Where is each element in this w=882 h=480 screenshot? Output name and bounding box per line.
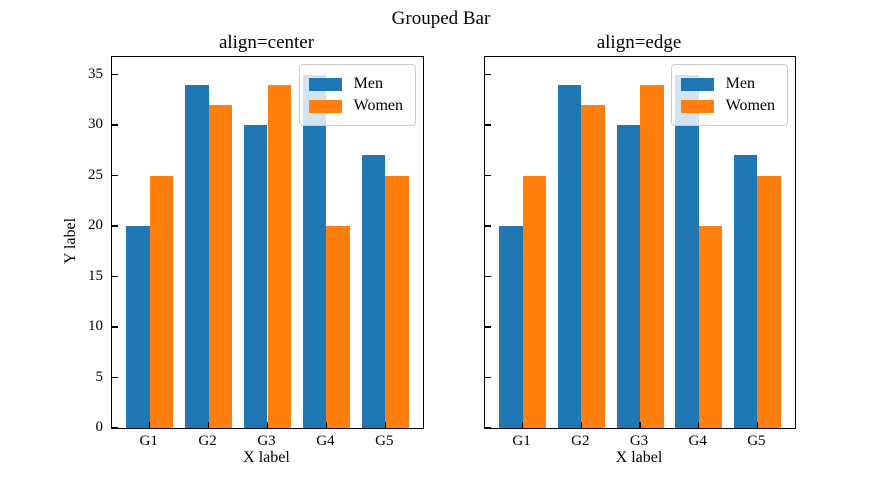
legend-swatch-men — [308, 77, 342, 91]
bar-women-g2-edge — [581, 105, 605, 428]
plot-area-align-edge: Men Women — [484, 56, 796, 429]
bar-women-g5-edge — [757, 175, 781, 428]
x-tick-mark — [325, 422, 328, 428]
x-tick-mark — [384, 422, 386, 428]
bar-men-g4-center — [302, 74, 327, 428]
bar-women-g3-center — [267, 84, 292, 428]
legend-label-men: Men — [353, 75, 383, 92]
bar-women-g2-center — [208, 105, 233, 428]
bar-men-g4-edge — [675, 74, 699, 428]
y-tick-label: 5 — [95, 368, 104, 385]
y-tick-label: 20 — [88, 217, 103, 234]
bar-women-g5-center — [385, 175, 409, 428]
bar-men-g1-center — [126, 226, 150, 428]
y-tick-mark — [112, 74, 118, 76]
x-tick-label: G3 — [629, 433, 649, 449]
legend: Men Women — [670, 64, 788, 126]
y-tick-mark — [112, 427, 118, 429]
bar-men-g3-center — [243, 125, 268, 428]
x-tick-mark — [756, 422, 759, 428]
y-tick-mark — [485, 275, 491, 278]
legend-swatch-women — [308, 99, 342, 113]
y-tick-mark — [485, 124, 491, 126]
x-tick-label: G2 — [198, 433, 217, 449]
y-tick-label: 0 — [95, 419, 104, 435]
bar-men-g1-edge — [499, 226, 523, 428]
legend-swatch-men — [680, 77, 714, 91]
x-tick-label: G2 — [571, 433, 590, 449]
x-tick-label: G4 — [316, 433, 335, 449]
plot-area-align-center: Men Women — [111, 56, 424, 429]
y-tick-label: 30 — [88, 116, 103, 133]
y-tick-mark — [485, 427, 491, 429]
bar-women-g1-center — [149, 175, 174, 428]
legend: Men Women — [298, 64, 416, 126]
x-tick-mark — [580, 422, 582, 428]
bar-men-g2-edge — [557, 84, 582, 428]
x-tick-label: G5 — [747, 433, 766, 449]
y-tick-label: 25 — [88, 166, 103, 183]
x-tick-label: G1 — [512, 433, 531, 449]
y-tick-label: 35 — [88, 65, 103, 82]
y-tick-mark — [485, 174, 491, 177]
x-tick-label: G1 — [139, 433, 158, 449]
x-tick-mark — [207, 422, 210, 428]
y-tick-label: 10 — [88, 318, 103, 334]
y-tick-mark — [112, 225, 118, 227]
legend-row: Men — [308, 74, 403, 94]
y-tick-mark — [112, 124, 118, 126]
bar-women-g1-edge — [522, 175, 547, 428]
legend-swatch-women — [680, 99, 714, 113]
x-axis-label-right: X label — [615, 449, 663, 466]
legend-label-women: Women — [353, 97, 403, 114]
bar-men-g2-center — [185, 84, 209, 428]
bar-women-g4-center — [326, 226, 350, 428]
legend-row: Men — [680, 74, 775, 94]
legend-row: Women — [308, 96, 403, 116]
y-tick-mark — [485, 74, 491, 76]
y-tick-mark — [485, 225, 491, 227]
x-tick-mark — [521, 422, 524, 428]
y-tick-mark — [112, 376, 118, 379]
x-tick-label: G3 — [257, 433, 276, 449]
bar-men-g3-edge — [616, 125, 640, 428]
bar-men-g5-edge — [733, 155, 758, 428]
y-tick-mark — [485, 376, 491, 379]
x-axis-label-left: X label — [243, 449, 290, 466]
bar-women-g3-edge — [640, 84, 664, 428]
x-tick-mark — [149, 422, 151, 428]
x-tick-label: G5 — [375, 433, 394, 449]
legend-row: Women — [680, 96, 775, 116]
legend-label-women: Women — [725, 97, 775, 114]
y-tick-mark — [112, 326, 118, 328]
y-tick-mark — [112, 174, 118, 177]
legend-label-men: Men — [725, 75, 755, 92]
y-tick-label: 15 — [88, 267, 103, 284]
y-tick-mark — [485, 326, 491, 328]
x-tick-label: G4 — [688, 433, 707, 449]
subplot-title-align-center: align=center — [218, 32, 315, 53]
x-tick-mark — [639, 422, 641, 428]
subplot-title-align-edge: align=edge — [596, 32, 682, 53]
x-tick-mark — [266, 422, 269, 428]
figure-title: Grouped Bar — [391, 8, 491, 29]
y-tick-mark — [112, 275, 118, 278]
x-tick-mark — [698, 422, 700, 428]
bar-men-g5-center — [361, 155, 386, 428]
bar-women-g4-edge — [698, 226, 723, 428]
